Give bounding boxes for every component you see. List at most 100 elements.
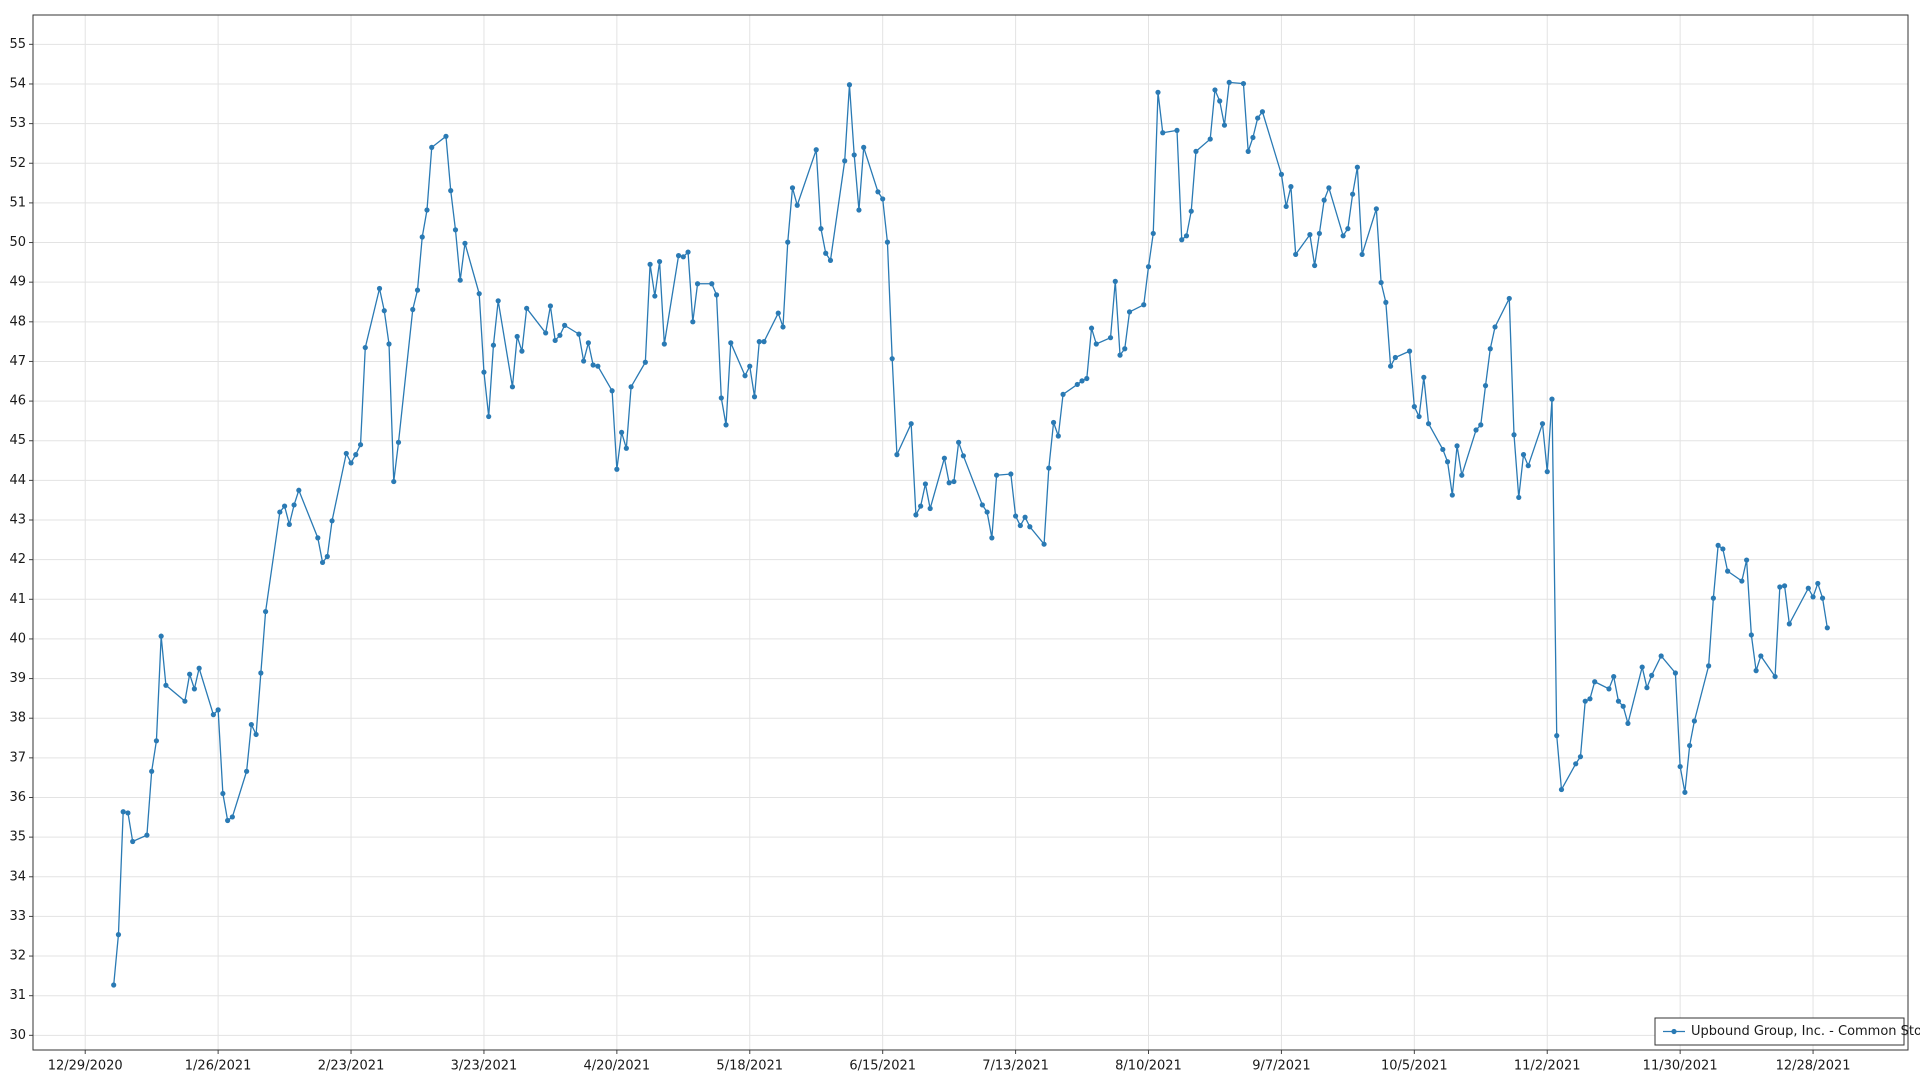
x-tick-label: 6/15/2021 [849, 1059, 916, 1074]
data-point [1544, 469, 1550, 475]
data-point [581, 358, 587, 364]
data-point [1644, 685, 1650, 691]
data-point [1772, 673, 1778, 680]
data-point [386, 341, 392, 347]
data-point [656, 258, 663, 265]
data-point [1592, 679, 1598, 685]
data-point [1511, 432, 1517, 438]
data-point [1520, 452, 1527, 458]
data-point [1093, 341, 1099, 347]
data-point [1449, 492, 1455, 498]
data-point [1188, 208, 1194, 214]
data-point [894, 452, 900, 458]
data-point [619, 429, 625, 436]
data-point [856, 207, 862, 213]
data-point [1359, 251, 1365, 258]
data-point [1411, 404, 1417, 410]
x-tick-label: 10/5/2021 [1381, 1059, 1448, 1074]
data-point [709, 281, 715, 287]
y-tick-label: 45 [9, 433, 26, 448]
data-point [922, 481, 929, 487]
data-point [220, 790, 226, 797]
data-point [994, 472, 1000, 478]
data-point [1525, 463, 1531, 469]
data-point [984, 509, 990, 515]
data-point [742, 373, 748, 379]
data-point [448, 188, 454, 194]
series-line [113, 81, 1828, 986]
y-tick-label: 30 [9, 1028, 26, 1043]
data-point [590, 362, 596, 368]
data-point [291, 502, 297, 508]
y-tick-label: 41 [9, 592, 26, 607]
y-tick-label: 54 [9, 76, 26, 91]
y-tick-label: 40 [9, 631, 26, 646]
data-point [210, 712, 216, 718]
data-point [495, 298, 501, 304]
y-tick-label: 50 [9, 235, 26, 250]
data-point [1378, 279, 1384, 286]
data-point [1183, 233, 1190, 239]
data-point [1160, 130, 1166, 136]
data-point [1012, 513, 1019, 519]
data-point [1392, 354, 1398, 361]
data-point [979, 502, 985, 508]
data-point [1710, 595, 1716, 601]
data-point [794, 202, 800, 208]
data-point [319, 559, 326, 566]
data-point [1487, 346, 1493, 352]
data-point [1549, 396, 1555, 402]
data-point [1706, 663, 1712, 669]
data-point [851, 152, 857, 158]
x-tick-label: 12/29/2020 [48, 1059, 123, 1074]
y-tick-label: 48 [9, 314, 26, 329]
data-point [1387, 363, 1394, 369]
y-tick-label: 38 [9, 711, 26, 726]
data-point [1226, 79, 1232, 85]
data-point [443, 133, 449, 139]
data-point [1753, 668, 1759, 674]
data-point [315, 535, 321, 541]
data-point [1748, 632, 1754, 638]
data-point [381, 308, 387, 314]
data-point [1017, 522, 1023, 529]
data-point [780, 324, 786, 330]
data-point [941, 455, 947, 461]
data-point [1240, 80, 1247, 87]
data-point [1345, 226, 1351, 232]
legend-swatch-marker [1671, 1028, 1677, 1035]
y-tick-label: 42 [9, 552, 26, 567]
plot-area [111, 79, 1830, 988]
data-point [694, 281, 701, 287]
legend-box [1654, 1017, 1905, 1046]
data-point [1112, 278, 1118, 284]
data-point [1459, 472, 1465, 478]
data-point [1416, 413, 1422, 420]
data-point [927, 505, 933, 512]
data-point [1715, 542, 1721, 548]
data-point [1620, 703, 1626, 709]
data-point [1819, 595, 1826, 601]
data-point [1126, 309, 1133, 315]
data-point [1221, 122, 1228, 128]
data-point [1824, 625, 1830, 631]
data-point [543, 330, 549, 336]
data-point [647, 261, 653, 267]
data-point [642, 359, 648, 365]
data-point [1658, 653, 1664, 659]
data-point [1217, 98, 1223, 104]
data-point [1554, 733, 1560, 739]
data-point [215, 707, 221, 713]
data-point [429, 144, 435, 150]
data-point [908, 421, 914, 427]
data-point [1615, 698, 1622, 704]
data-point [1340, 233, 1346, 239]
legend-label: Upbound Group, Inc. - Common Stock [1691, 1024, 1920, 1039]
data-point [395, 439, 402, 445]
data-point [457, 277, 463, 283]
data-point [946, 480, 952, 486]
data-point [414, 287, 421, 293]
data-point [956, 439, 962, 445]
data-point [827, 257, 834, 263]
